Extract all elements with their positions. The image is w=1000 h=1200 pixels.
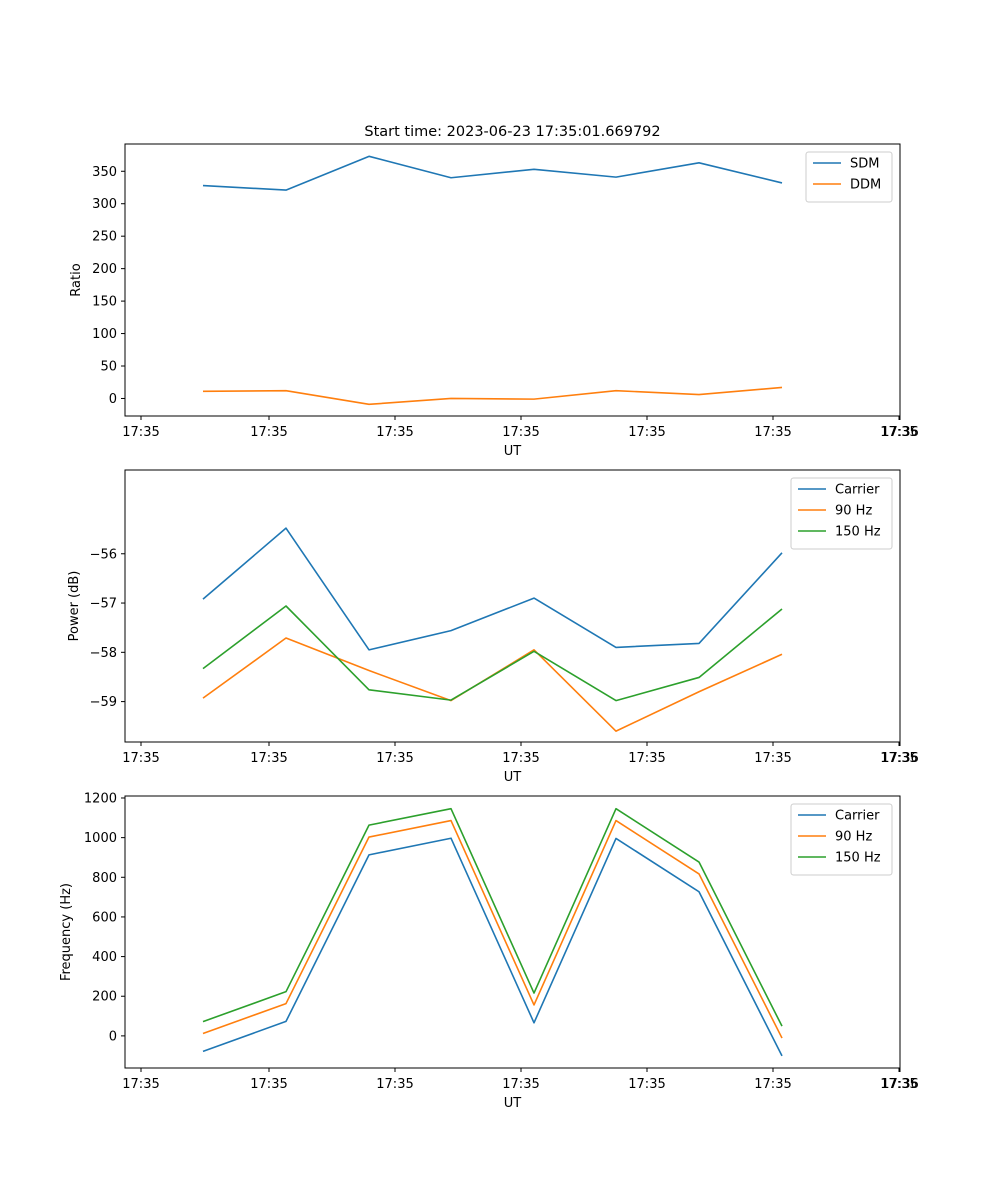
legend-label: DDM — [850, 178, 881, 193]
y-tick-label: 1200 — [84, 791, 117, 806]
series-line — [202, 807, 783, 1027]
chart-title: Start time: 2023-06-23 17:35:01.669792 — [364, 124, 660, 140]
x-tick-label: 17:35 — [376, 1077, 413, 1092]
x-tick-label: 17:35 — [880, 425, 917, 440]
legend-label: SDM — [850, 157, 879, 172]
y-tick-label: 800 — [92, 871, 117, 886]
frequency-panel: 17:35 17:35 17:35 17:35 17:35 17:35 17:3517:36… — [59, 791, 919, 1111]
x-tick-label: 17:35 — [628, 1077, 665, 1092]
y-tick-label: 0 — [109, 1029, 117, 1044]
plot-frame — [124, 143, 901, 417]
y-axis-label: Frequency (Hz) — [59, 883, 74, 981]
y-tick-label: 350 — [92, 165, 117, 180]
y-tick-label: 300 — [92, 197, 117, 212]
y-tick-label: −57 — [90, 597, 117, 612]
legend-box — [805, 151, 893, 203]
series-line — [202, 837, 783, 1057]
series-line — [202, 155, 783, 191]
x-axis-label: UT — [504, 770, 522, 785]
series-line — [202, 819, 783, 1039]
y-axis-label: Power (dB) — [67, 571, 82, 642]
x-tick-label: 17:35 — [122, 425, 159, 440]
x-tick-label: 17:36 — [881, 1077, 918, 1092]
x-tick-label: 17:35 — [502, 751, 539, 766]
y-tick-label: −59 — [90, 695, 117, 710]
ratio-panel: 17:35 17:35 17:35 17:35 17:35 17:35 17:3517:36… — [69, 143, 919, 459]
y-tick-label: 100 — [92, 327, 117, 342]
x-tick-label: 17:35 — [122, 1077, 159, 1092]
x-tick-label: 17:36 — [881, 425, 918, 440]
x-tick-label: 17:35 — [250, 425, 287, 440]
legend-label: 90 Hz — [835, 504, 872, 519]
series-line — [202, 527, 783, 651]
legend-label: 150 Hz — [835, 525, 881, 540]
x-axis-label: UT — [504, 444, 522, 459]
x-tick-label: 17:35 — [376, 425, 413, 440]
y-tick-label: 50 — [100, 360, 117, 375]
y-tick-label: 150 — [92, 295, 117, 310]
x-tick-label: 17:35 — [754, 425, 791, 440]
legend-label: 90 Hz — [835, 830, 872, 845]
y-tick-label: −56 — [90, 547, 117, 562]
x-tick-label: 17:36 — [881, 751, 918, 766]
x-tick-label: 17:35 — [628, 425, 665, 440]
y-tick-label: 1000 — [84, 831, 117, 846]
series-line — [202, 637, 783, 732]
y-tick-label: 250 — [92, 230, 117, 245]
plot-frame — [124, 469, 901, 743]
y-tick-label: 200 — [92, 990, 117, 1005]
x-tick-label: 17:35 — [754, 751, 791, 766]
x-tick-label: 17:35 — [250, 751, 287, 766]
y-tick-label: 600 — [92, 910, 117, 925]
legend-label: Carrier — [835, 809, 880, 824]
x-tick-label: 17:35 — [250, 1077, 287, 1092]
y-axis-label: Ratio — [69, 263, 84, 296]
y-tick-label: −58 — [90, 646, 117, 661]
x-tick-label: 17:35 — [376, 751, 413, 766]
x-tick-label: 17:35 — [880, 751, 917, 766]
legend-label: 150 Hz — [835, 851, 881, 866]
series-line — [202, 605, 783, 702]
x-tick-label: 17:35 — [122, 751, 159, 766]
y-tick-label: 200 — [92, 262, 117, 277]
power-panel: 17:35 17:35 17:35 17:35 17:35 17:35 17:3517:36… — [67, 469, 919, 785]
x-tick-label: 17:35 — [880, 1077, 917, 1092]
x-axis-label: UT — [504, 1096, 522, 1111]
y-tick-label: 0 — [109, 392, 117, 407]
y-tick-label: 400 — [92, 950, 117, 965]
series-line — [202, 386, 783, 406]
legend-label: Carrier — [835, 483, 880, 498]
x-tick-label: 17:35 — [754, 1077, 791, 1092]
x-tick-label: 17:35 — [502, 425, 539, 440]
plot-frame — [124, 795, 901, 1069]
x-tick-label: 17:35 — [502, 1077, 539, 1092]
x-tick-label: 17:35 — [628, 751, 665, 766]
